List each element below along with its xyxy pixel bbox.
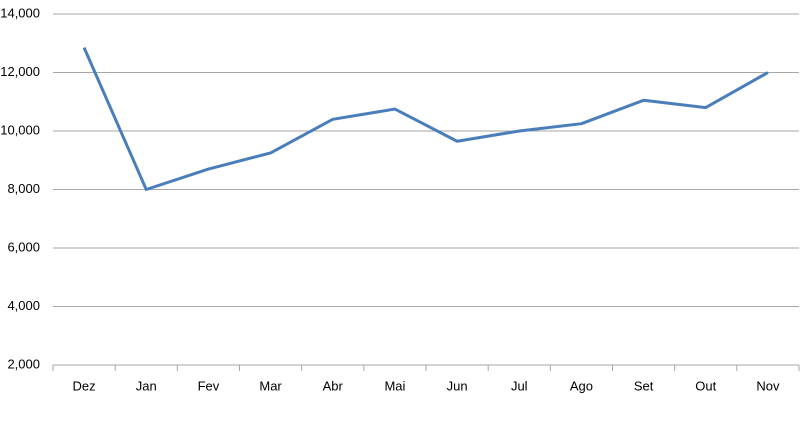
- x-tick-label: Out: [695, 378, 716, 393]
- y-tick-label: 14,000: [0, 5, 40, 20]
- x-tick-label: Jun: [447, 378, 468, 393]
- y-tick-label: 6,000: [7, 239, 40, 254]
- x-tick-label: Abr: [323, 378, 344, 393]
- x-tick-label: Dez: [73, 378, 96, 393]
- y-tick-label: 12,000: [0, 64, 40, 79]
- x-tick-label: Set: [634, 378, 654, 393]
- x-tick-label: Mai: [384, 378, 405, 393]
- y-tick-label: 10,000: [0, 122, 40, 137]
- x-tick-label: Jan: [136, 378, 157, 393]
- y-tick-label: 4,000: [7, 298, 40, 313]
- x-tick-label: Fev: [198, 378, 220, 393]
- x-tick-label: Mar: [259, 378, 282, 393]
- x-tick-label: Nov: [756, 378, 780, 393]
- x-tick-label: Ago: [570, 378, 593, 393]
- data-line: [82, 47, 769, 191]
- y-tick-label: 2,000: [7, 356, 40, 371]
- y-tick-label: 8,000: [7, 181, 40, 196]
- x-tick-label: Jul: [511, 378, 528, 393]
